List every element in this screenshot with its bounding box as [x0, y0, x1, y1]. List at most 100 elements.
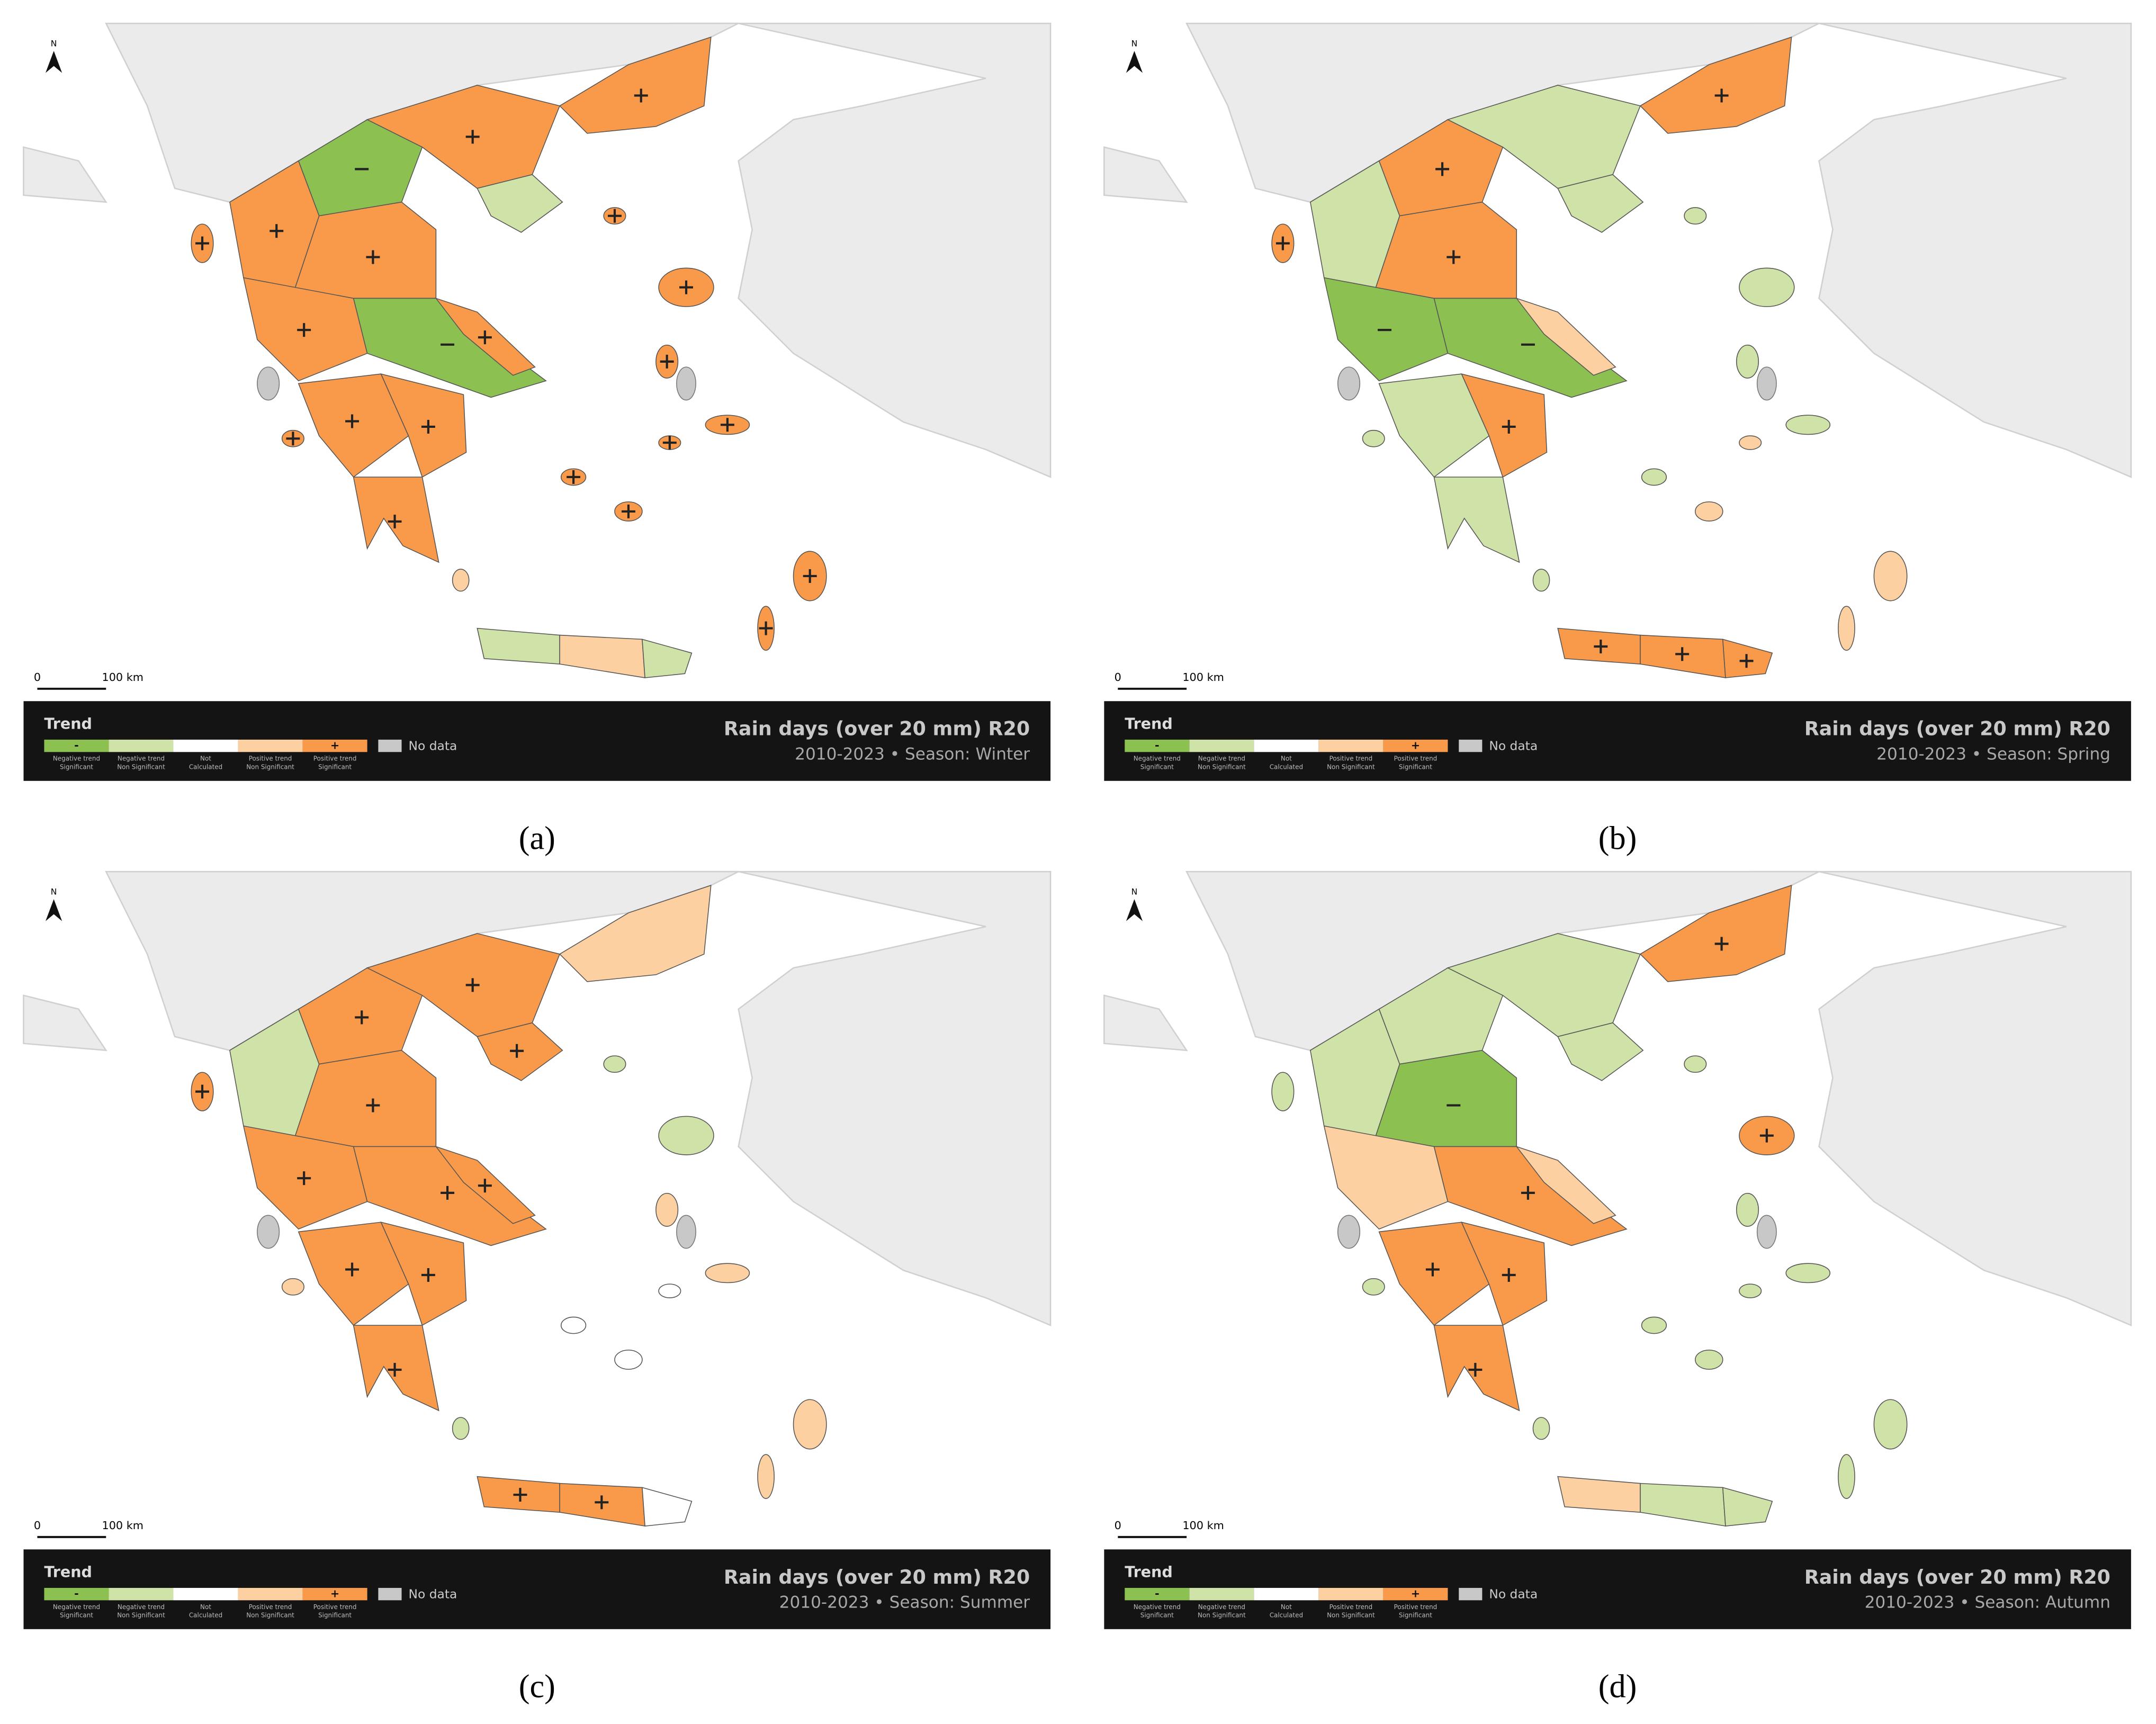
- scale-label: 100 km: [102, 671, 143, 684]
- legend-label: Negative trend: [1134, 1603, 1181, 1611]
- legend-label: Negative trend: [1134, 755, 1181, 762]
- no-data-area: [257, 366, 280, 401]
- north-label: N: [51, 39, 57, 49]
- region: [353, 477, 439, 563]
- north-arrow: [46, 899, 62, 921]
- scale-label: 0: [34, 1519, 41, 1532]
- legend-label: Negative trend: [1198, 755, 1245, 762]
- map-subtitle: 2010-2023 • Season: Autumn: [1865, 1593, 2110, 1612]
- legend-label: Non Significant: [117, 1611, 165, 1619]
- map-title: Rain days (over 20 mm) R20: [1804, 1566, 2110, 1588]
- island: [1739, 267, 1795, 307]
- legend-label: Not: [1281, 1603, 1292, 1611]
- region: [1461, 373, 1548, 478]
- legend-label: Non Significant: [1327, 1611, 1375, 1619]
- region: [477, 174, 563, 233]
- north-arrow: [1126, 51, 1143, 73]
- island: [1641, 468, 1667, 486]
- region: [1378, 967, 1504, 1065]
- land-turkey: [669, 870, 1052, 1326]
- legend-label: Positive trend: [1394, 755, 1438, 762]
- land-italy: [1103, 146, 1188, 203]
- region: [298, 373, 409, 478]
- legend-label: Significant: [60, 763, 93, 770]
- legend-swatch: [109, 1587, 174, 1601]
- land-italy: [1103, 994, 1188, 1052]
- island: [1695, 1349, 1723, 1370]
- region: [1639, 36, 1792, 134]
- legend-symbol: -: [1155, 739, 1160, 752]
- legend-label: No data: [1489, 738, 1538, 753]
- scale-label: 100 km: [1182, 671, 1224, 684]
- legend-swatch: [1254, 739, 1319, 752]
- land-turkey: [1750, 22, 2132, 478]
- legend-label: Positive trend: [249, 1603, 292, 1611]
- legend-symbol: -: [1155, 1587, 1160, 1600]
- land-turkey: [1750, 870, 2132, 1326]
- legend-label: Calculated: [189, 763, 222, 770]
- legend-swatch: [1125, 739, 1190, 752]
- legend-label: Positive trend: [1394, 1603, 1438, 1611]
- legend-label: Positive trend: [1329, 1603, 1373, 1611]
- no-data-area: [1756, 366, 1777, 401]
- island: [1684, 1055, 1707, 1073]
- island: [1838, 606, 1855, 651]
- scale-label: 100 km: [1182, 1519, 1224, 1532]
- legend-label: Non Significant: [1198, 763, 1246, 770]
- legend-label: Negative trend: [118, 1603, 165, 1611]
- legend-label: Non Significant: [1327, 763, 1375, 770]
- region: [1639, 885, 1792, 982]
- map-subtitle: 2010-2023 • Season: Winter: [795, 744, 1030, 764]
- island: [655, 1192, 679, 1227]
- no-data-area: [257, 1215, 280, 1249]
- island: [1785, 415, 1831, 435]
- land-italy: [23, 994, 107, 1052]
- no-data-area: [1337, 366, 1361, 401]
- legend-swatch: [1125, 1587, 1190, 1601]
- legend-swatch: [1189, 739, 1254, 752]
- legend-swatch: [1189, 1587, 1254, 1601]
- island: [1532, 1417, 1550, 1440]
- legend-label: Significant: [1140, 1611, 1174, 1619]
- north-arrow: [46, 51, 62, 73]
- region: [642, 639, 693, 678]
- legend-label: Non Significant: [117, 763, 165, 770]
- map-subtitle: 2010-2023 • Season: Summer: [779, 1593, 1030, 1612]
- legend-symbol: -: [74, 1587, 79, 1600]
- map-title: Rain days (over 20 mm) R20: [724, 717, 1030, 740]
- legend-swatch: [1254, 1587, 1319, 1601]
- island: [281, 1278, 304, 1296]
- panel-label: (b): [1598, 820, 1637, 856]
- legend-swatch: [378, 739, 402, 752]
- scale-label: 0: [1115, 671, 1121, 684]
- region: [298, 1222, 409, 1326]
- scale-label: 0: [1115, 1519, 1121, 1532]
- island: [1873, 551, 1908, 601]
- island: [757, 1454, 775, 1499]
- legend-symbol: -: [74, 739, 79, 752]
- legend-label: Calculated: [189, 1611, 222, 1619]
- legend-symbol: +: [1411, 1587, 1420, 1600]
- region: [1515, 1145, 1616, 1224]
- legend-label: Negative trend: [53, 1603, 100, 1611]
- region: [1433, 477, 1520, 563]
- legend-label: Positive trend: [313, 1603, 357, 1611]
- legend-swatch: [238, 739, 303, 752]
- legend-title: Trend: [44, 1563, 92, 1581]
- legend-label: Negative trend: [118, 755, 165, 762]
- map-title: Rain days (over 20 mm) R20: [1804, 717, 2110, 740]
- region: [1722, 1487, 1773, 1527]
- legend-swatch: [173, 739, 238, 752]
- region: [353, 1325, 439, 1412]
- legend-swatch: [173, 1587, 238, 1601]
- map-subtitle: 2010-2023 • Season: Spring: [1876, 744, 2110, 764]
- region: [559, 36, 712, 134]
- island: [1785, 1263, 1831, 1283]
- legend-swatch: [1459, 1587, 1483, 1601]
- region: [298, 119, 423, 217]
- no-data-area: [676, 1215, 696, 1249]
- legend-swatch: [302, 739, 367, 752]
